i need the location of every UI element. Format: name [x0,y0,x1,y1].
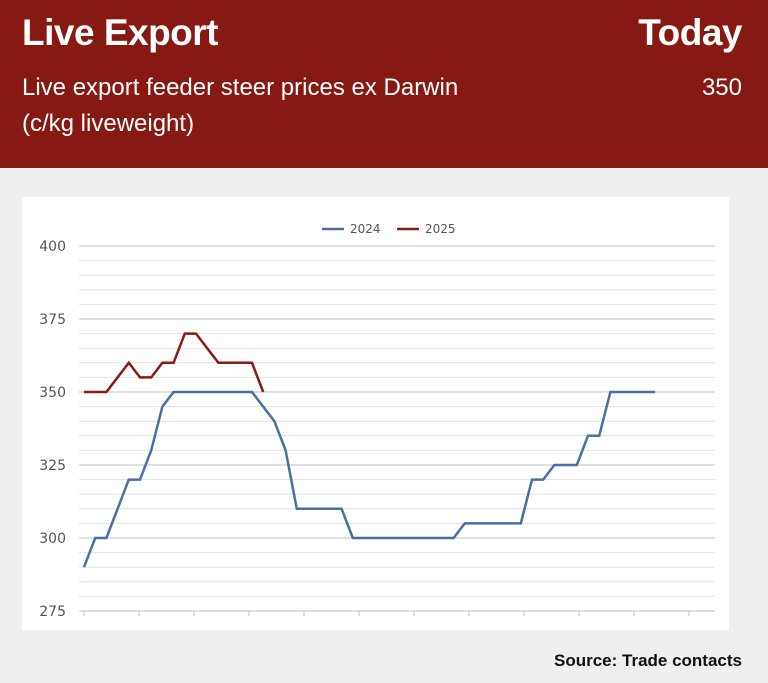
y-tick-label: 325 [39,458,66,474]
gridlines [79,245,715,612]
chart-card: 275 300 325 350 375 400 2024 2025 [22,197,729,630]
y-tick-label: 300 [39,531,66,547]
series-line-2024 [82,390,656,568]
series-lines [82,332,656,568]
legend-label-2024: 2024 [350,222,381,236]
header-banner: Live Export Today Live export feeder ste… [0,0,768,168]
source-note: Source: Trade contacts [553,651,742,670]
series-line-2025 [84,332,265,394]
y-tick-label: 350 [39,385,66,401]
current-value: 350 [701,74,742,101]
section-title: Live Export [22,12,219,53]
line-chart: 275 300 325 350 375 400 2024 2025 [39,222,715,620]
legend: 2024 2025 [322,222,456,236]
y-axis: 275 300 325 350 375 400 [39,239,66,620]
chart-description: Live export feeder steer prices ex Darwi… [22,74,459,137]
period-label: Today [638,12,742,53]
y-tick-label: 275 [39,604,66,620]
y-tick-label: 400 [39,239,66,255]
x-axis [83,611,690,616]
y-tick-label: 375 [39,312,66,328]
legend-label-2025: 2025 [425,222,456,236]
